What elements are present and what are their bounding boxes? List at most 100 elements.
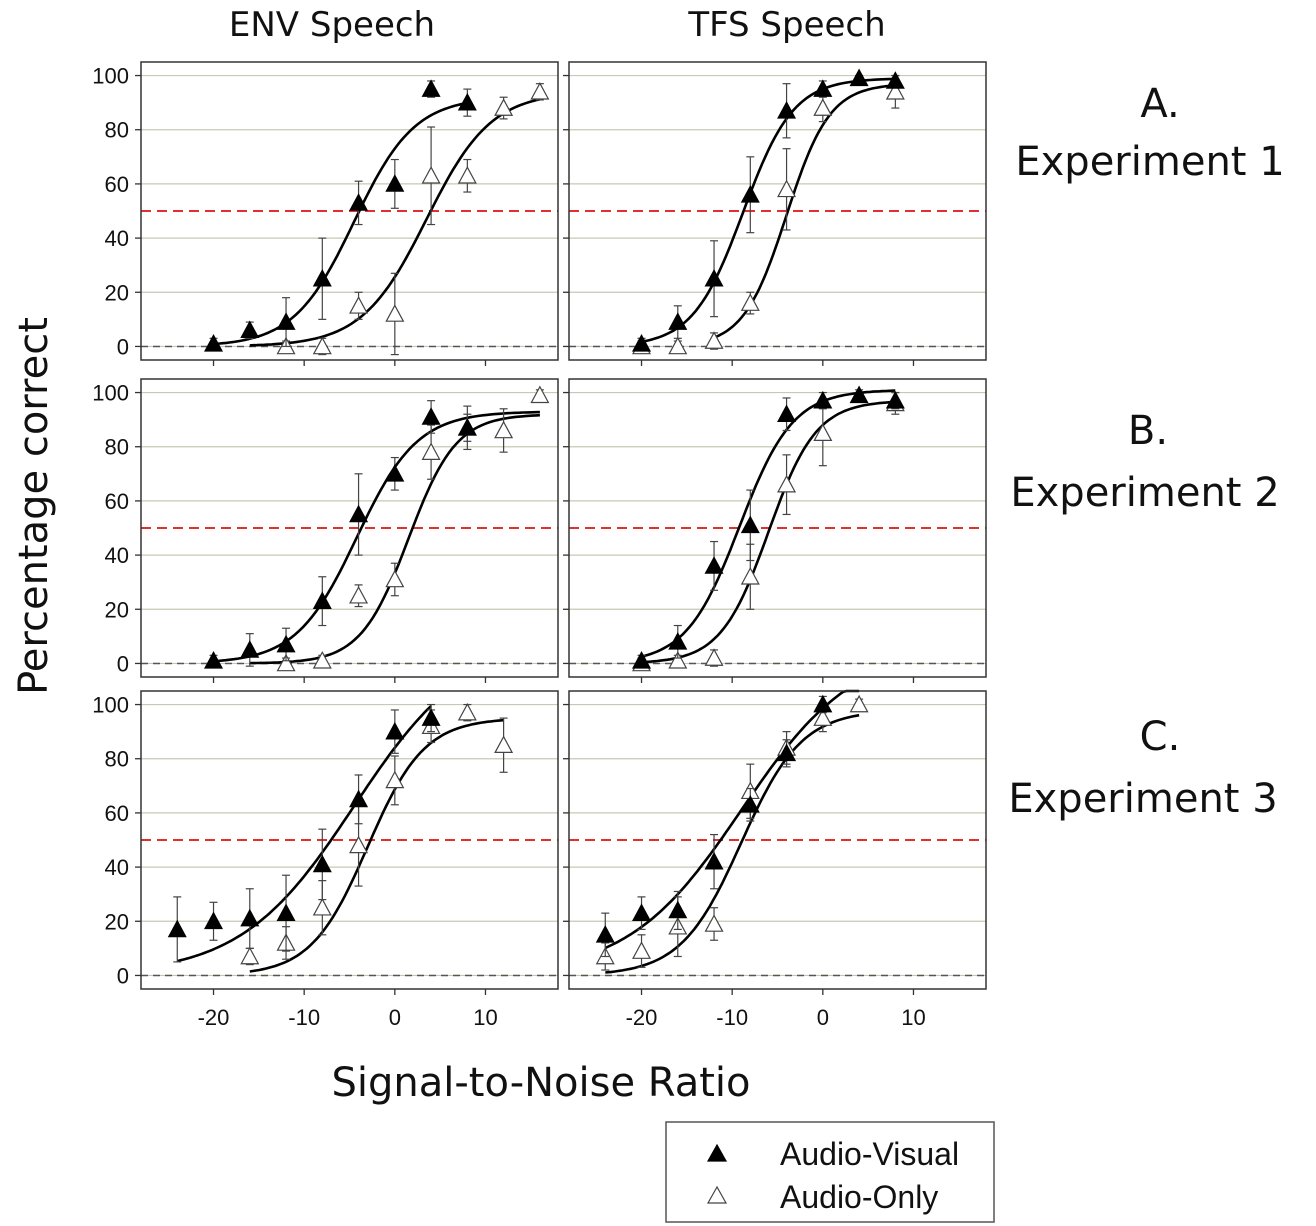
data-point-audio-only	[240, 946, 260, 965]
data-point-audio-only	[530, 385, 550, 404]
data-point-audio-visual	[849, 68, 869, 87]
data-point-audio-only	[704, 648, 724, 666]
data-point-audio-visual	[276, 312, 296, 330]
x-tick-label: -10	[288, 1005, 320, 1030]
data-point-audio-visual	[740, 795, 760, 813]
column-title-tfs: TFS Speech	[687, 5, 885, 45]
data-point-audio-visual	[740, 515, 760, 534]
x-tick-label: -10	[716, 1005, 748, 1030]
y-tick-label: 20	[105, 909, 129, 934]
data-point-audio-visual	[349, 789, 369, 808]
fit-curve-audio-only	[249, 718, 504, 973]
data-point-audio-visual	[632, 903, 652, 921]
data-point-audio-visual	[276, 903, 296, 921]
data-point-audio-only	[349, 835, 369, 854]
data-point-audio-visual	[240, 908, 260, 927]
legend-label-audio-visual: Audio-Visual	[780, 1136, 959, 1172]
y-tick-label: 100	[92, 381, 129, 406]
data-point-audio-only	[494, 420, 514, 439]
data-point-audio-visual	[813, 390, 833, 409]
data-point-audio-only	[777, 179, 797, 198]
data-point-audio-visual	[777, 404, 797, 423]
y-tick-label: 80	[105, 118, 129, 143]
column-title-env: ENV Speech	[229, 5, 435, 45]
data-point-audio-visual	[813, 694, 833, 713]
y-tick-label: 40	[105, 855, 129, 880]
panel-frame	[568, 378, 987, 678]
y-axis-title: Percentage correct	[11, 317, 57, 695]
data-point-audio-visual	[457, 92, 477, 111]
x-tick-label: 0	[817, 1005, 829, 1030]
data-point-audio-only	[632, 941, 652, 959]
data-point-audio-visual	[421, 407, 441, 425]
data-point-audio-visual	[632, 333, 652, 352]
y-tick-label: 100	[92, 693, 129, 718]
data-point-audio-visual	[240, 640, 260, 658]
panel-r2-c0: 0 20 40 60 80 100 -20 -10 0 10	[92, 690, 559, 1030]
data-point-audio-only	[740, 293, 760, 311]
data-point-audio-visual	[813, 79, 833, 97]
data-point-audio-only	[312, 650, 332, 669]
data-point-audio-visual	[849, 385, 869, 404]
row-label-c-name: Experiment 3	[1008, 776, 1277, 822]
panel-frame	[140, 690, 559, 990]
legend: Audio-Visual Audio-Only	[665, 1121, 995, 1223]
data-point-audio-only	[457, 166, 477, 184]
data-point-audio-only	[813, 708, 833, 726]
y-tick-label: 60	[105, 801, 129, 826]
data-point-audio-only	[668, 336, 688, 355]
row-label-b-name: Experiment 2	[1010, 470, 1279, 516]
data-point-audio-visual	[312, 268, 332, 287]
legend-label-audio-only: Audio-Only	[780, 1179, 938, 1215]
y-tick-label: 60	[105, 489, 129, 514]
data-point-audio-visual	[777, 743, 797, 762]
data-point-audio-only	[385, 569, 405, 588]
row-label-c-letter: C.	[1140, 714, 1181, 760]
data-point-audio-only	[668, 650, 688, 669]
data-point-audio-only	[385, 770, 405, 789]
fit-curve-audio-visual	[176, 705, 433, 963]
x-tick-label: 0	[389, 1005, 401, 1030]
fit-curve-audio-visual	[604, 689, 860, 950]
data-point-audio-visual	[632, 650, 652, 669]
data-point-audio-only	[494, 98, 514, 116]
data-point-audio-only	[704, 914, 724, 932]
data-point-audio-visual	[204, 333, 224, 352]
y-tick-label: 0	[117, 963, 129, 988]
fit-curve-audio-only	[605, 713, 860, 974]
panel-frame	[568, 61, 987, 361]
y-tick-label: 20	[105, 597, 129, 622]
y-tick-label: 20	[105, 280, 129, 305]
data-point-audio-only	[312, 336, 332, 355]
data-point-audio-visual	[385, 464, 405, 482]
data-point-audio-visual	[668, 632, 688, 650]
panel-r2-c1: -20 -10 0 10	[563, 689, 987, 1030]
data-point-audio-visual	[457, 418, 477, 436]
y-tick-label: 100	[92, 64, 129, 89]
fit-curve-audio-only	[641, 400, 896, 664]
row-label-a-letter: A.	[1140, 81, 1179, 127]
data-point-audio-visual	[421, 708, 441, 726]
panel-frame	[568, 690, 987, 990]
data-point-audio-only	[813, 423, 833, 442]
y-tick-label: 40	[105, 226, 129, 251]
data-point-audio-visual	[885, 71, 905, 89]
data-point-audio-visual	[704, 556, 724, 574]
data-point-audio-only	[457, 702, 477, 721]
data-point-audio-visual	[204, 650, 224, 669]
y-tick-label: 80	[105, 747, 129, 772]
data-point-audio-visual	[312, 854, 332, 873]
data-point-audio-visual	[385, 721, 405, 740]
panel-r0-c1	[563, 61, 987, 366]
fit-curve-audio-only	[713, 84, 896, 339]
data-point-audio-visual	[704, 268, 724, 287]
legend-marker-audio-visual	[706, 1143, 728, 1162]
x-tick-label: 10	[901, 1005, 925, 1030]
panels: 020406080100020406080100020406080100-20-…	[92, 61, 987, 1030]
data-point-audio-only	[740, 567, 760, 585]
data-point-audio-only	[421, 442, 441, 460]
panel-r0-c0: 0 20 40 60 80 100	[92, 61, 559, 366]
data-point-audio-only	[494, 735, 514, 754]
fit-curve-audio-visual	[213, 410, 540, 663]
